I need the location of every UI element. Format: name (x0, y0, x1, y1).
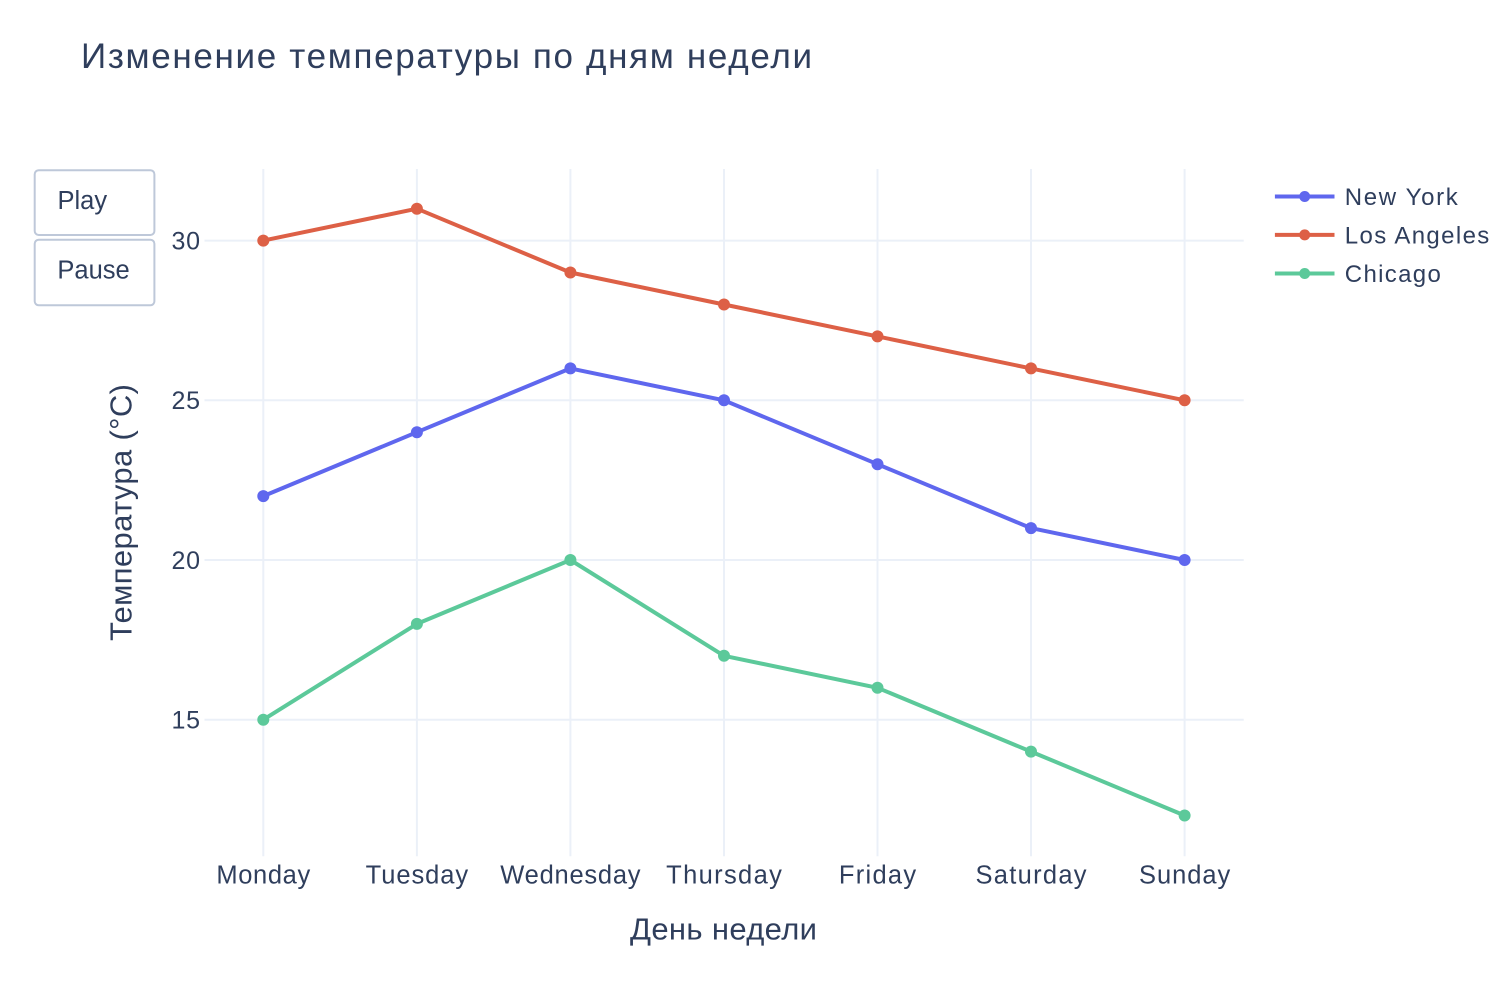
svg-text:Sunday: Sunday (1139, 862, 1230, 890)
svg-text:Thursday: Thursday (666, 862, 782, 890)
svg-text:Play: Play (58, 187, 108, 215)
svg-text:День недели: День недели (630, 911, 817, 946)
svg-text:Friday: Friday (839, 862, 917, 890)
svg-text:Изменение температуры по дням: Изменение температуры по дням недели (81, 37, 812, 76)
svg-text:New York: New York (1345, 184, 1459, 211)
svg-text:Tuesday: Tuesday (366, 862, 469, 890)
svg-text:Monday: Monday (216, 862, 310, 890)
svg-text:Pause: Pause (57, 256, 129, 284)
svg-text:Температура (°C): Температура (°C) (104, 384, 139, 641)
svg-text:30: 30 (172, 227, 201, 255)
svg-text:25: 25 (172, 387, 201, 415)
svg-text:Wednesday: Wednesday (500, 862, 641, 890)
svg-text:Saturday: Saturday (975, 862, 1086, 890)
svg-text:Chicago: Chicago (1345, 261, 1441, 288)
svg-text:20: 20 (172, 547, 201, 575)
svg-text:15: 15 (172, 707, 201, 735)
svg-text:Los Angeles: Los Angeles (1345, 223, 1490, 250)
